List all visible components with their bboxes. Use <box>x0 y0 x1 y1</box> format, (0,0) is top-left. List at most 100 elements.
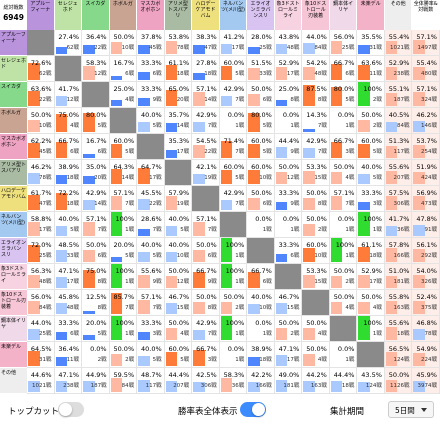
win-bar <box>55 47 68 54</box>
matchup-cell: 42.1% 19戦 <box>192 160 220 186</box>
matchup-cell <box>247 238 275 264</box>
total-value: 6949 <box>3 13 24 22</box>
win-bar <box>303 328 315 340</box>
win-bar <box>28 62 40 80</box>
win-bar <box>413 224 426 236</box>
matchup-cell: 46.2% 146戦 <box>412 108 440 134</box>
win-rate: 41.7% <box>388 215 410 223</box>
matchup-cell: 47.8% 91戦 <box>412 212 440 238</box>
match-count: 5戦 <box>70 227 80 233</box>
matchup-cell: 57.1% 324戦 <box>412 82 440 108</box>
win-bar <box>413 145 426 158</box>
matchup-cell: 57.1% 7戦 <box>329 186 358 212</box>
matchup-cell: 60.0% 5戦 <box>109 134 138 160</box>
matchup-cell: 100% 1戦 <box>109 316 138 342</box>
full-toggle[interactable] <box>240 402 266 417</box>
win-bar <box>220 378 233 392</box>
win-rate: 0.0% <box>337 345 355 353</box>
match-count: 22戦 <box>204 149 217 155</box>
matchup-cell: 37.8% 45戦 <box>137 30 165 56</box>
match-count: 84戦 <box>39 305 52 311</box>
win-rate: 50.0% <box>251 85 272 93</box>
match-count: 1戦 <box>345 357 355 363</box>
win-rate: 64.5% <box>30 345 52 353</box>
win-bar <box>413 275 426 288</box>
match-count: 1戦 <box>345 227 355 233</box>
win-bar <box>248 94 260 106</box>
matchup-cell: 55.6% 207戦 <box>384 160 413 186</box>
win-rate: 51.3% <box>388 137 410 145</box>
total-box: 総対戦数 6949 <box>0 0 27 30</box>
win-bar <box>413 171 426 184</box>
matchup-cell <box>54 56 83 82</box>
matchup-cell: 35.3% 17戦 <box>164 134 193 160</box>
win-bar <box>165 276 178 288</box>
match-count: 2戦 <box>97 357 107 363</box>
win-bar <box>358 64 370 80</box>
full-label: 勝率表全体表示 <box>178 407 238 417</box>
match-count: 1戦 <box>345 253 355 259</box>
match-count: 7戦 <box>125 305 135 311</box>
win-rate: 52.9% <box>361 267 382 275</box>
win-rate: 50.0% <box>388 371 410 379</box>
win-rate: 46.7% <box>278 293 300 301</box>
win-bar <box>385 40 398 54</box>
matchup-cell: 40.0% 5戦 <box>164 212 193 238</box>
matchup-cell: 57.1% 1497戦 <box>412 30 440 56</box>
win-bar <box>193 329 205 340</box>
match-count: 9戦 <box>152 279 162 285</box>
win-bar <box>385 300 398 314</box>
win-rate: 50.0% <box>278 163 300 171</box>
matchup-cell: 38.9% 18戦 <box>54 160 83 186</box>
win-rate: 56.3% <box>30 267 52 275</box>
matchup-cell: 50.0% 6戦 <box>82 238 110 264</box>
matchup-cell: 56.3% 48戦 <box>27 264 55 290</box>
win-bar <box>193 44 205 54</box>
win-bar <box>275 172 288 184</box>
matchup-cell: 0.0% 1戦 <box>247 316 275 342</box>
matchup-cell: 42.9% 7戦 <box>192 316 220 342</box>
win-rate: 40.0% <box>58 215 80 223</box>
win-rate: 57.1% <box>196 215 217 223</box>
win-rate: 100% <box>115 215 135 223</box>
match-count: 1戦 <box>125 331 135 337</box>
matchup-cell: 62.2% 45戦 <box>27 134 55 160</box>
matchup-cell: 50.0% 2戦 <box>357 108 385 134</box>
match-count: 7戦 <box>235 149 245 155</box>
matchup-cell: 60.0% 5戦 <box>357 134 385 160</box>
win-bar <box>385 145 398 158</box>
matchup-cell: 33.3% 9戦 <box>274 186 303 212</box>
matchup-cell: 0.0% 2戦 <box>82 342 110 368</box>
match-count: 7戦 <box>207 227 217 233</box>
matchup-cell: 50.0% 4戦 <box>302 316 330 342</box>
matchup-cell: 0.0% 1戦 <box>219 342 248 368</box>
win-rate: 60.0% <box>251 163 272 171</box>
column-header: 象10ドストロール刃装着 <box>302 0 330 30</box>
matchup-cell: 66.7% 3戦 <box>329 134 358 160</box>
win-rate: 0.0% <box>255 319 272 327</box>
matchup-cell: 42.9% 7戦 <box>302 134 330 160</box>
win-rate: 85.7% <box>113 293 135 301</box>
column-header: セレジェホド <box>54 0 83 30</box>
match-count: 25戦 <box>341 45 355 51</box>
win-bar <box>303 247 315 262</box>
match-count: 2戦 <box>235 305 245 311</box>
period-select[interactable]: 5日間 <box>388 401 434 418</box>
match-count: 4戦 <box>125 97 135 103</box>
matchup-cell: 57.1% 7戦 <box>192 212 220 238</box>
win-rate: 55.1% <box>388 85 410 93</box>
win-bar <box>83 250 95 262</box>
win-bar <box>138 229 150 236</box>
matchup-cell: 55.4% 480戦 <box>412 56 440 82</box>
win-bar <box>193 121 205 132</box>
win-rate: 100% <box>115 319 135 327</box>
win-rate: 44.4% <box>168 371 190 379</box>
topcut-toggle[interactable] <box>58 402 84 417</box>
win-bar <box>275 354 288 366</box>
matchup-cell: 57.1% 14戦 <box>192 82 220 108</box>
matchup-cell: 80.0% 5戦 <box>247 108 275 134</box>
matchup-cell: 50.0% 6戦 <box>192 238 220 264</box>
win-rate: 50.0% <box>306 215 327 223</box>
win-rate: 100% <box>225 267 245 275</box>
matchup-cell: 46.7% 15戦 <box>274 290 303 316</box>
